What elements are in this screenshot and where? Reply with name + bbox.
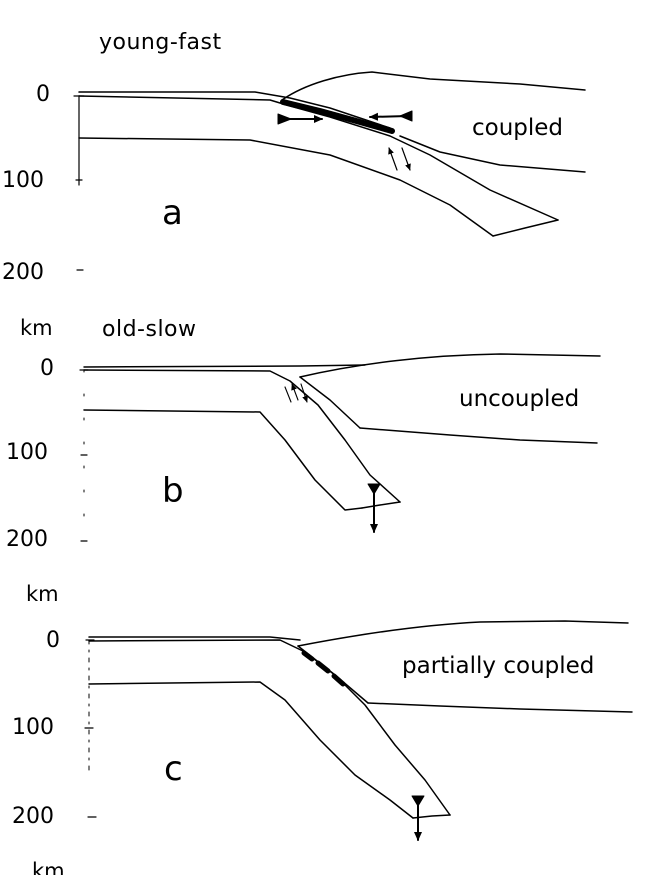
panel-c-depth-unit: km — [32, 859, 65, 875]
panel-b-slab-tip — [361, 501, 401, 509]
panel-b-wedge-line — [299, 376, 361, 429]
panel-c-overriding-base — [367, 702, 633, 713]
panel-c-depth-0: 0 — [46, 628, 60, 653]
panel-c-interface-patch-2 — [315, 660, 331, 674]
panel-b-fault-up — [291, 383, 299, 401]
panel-b-fault-down-head — [300, 383, 308, 403]
panel-a-slab-tip — [492, 219, 559, 237]
panel-a-depth-0: 0 — [36, 82, 50, 107]
panel-a-interface-thick — [280, 99, 395, 134]
panel-b-coupling-label: uncoupled — [459, 386, 580, 412]
panel-c-sinking-arrow-tail — [411, 795, 425, 807]
panel-b-depth-100: 100 — [6, 440, 48, 465]
panel-c-depth-100: 100 — [12, 715, 54, 740]
panel-c-oceanic-surface — [88, 636, 301, 641]
panel-a-section — [73, 71, 586, 271]
panel-b-sinking-arrow-tail — [367, 483, 381, 495]
panel-b-letter: b — [162, 471, 184, 511]
panel-a-depth-200: 200 — [2, 260, 44, 285]
panel-a-depth-unit: km — [20, 316, 53, 340]
panel-c-interface-patch-3 — [331, 673, 346, 687]
panel-b-oceanic-surface — [83, 364, 366, 368]
panel-c-letter: c — [164, 749, 183, 789]
panel-b-fault-down — [284, 386, 292, 403]
panel-a-slab-base — [78, 137, 494, 237]
panel-a-overriding-plate — [281, 71, 586, 101]
panel-b-depth-unit: km — [26, 582, 59, 606]
panel-b-depth-200: 200 — [6, 527, 48, 552]
panel-c-section — [84, 620, 633, 841]
panel-a-coupling-label: coupled — [472, 115, 564, 141]
panel-c-slab-base — [88, 681, 414, 819]
panel-a-letter: a — [162, 193, 183, 233]
panel-b-overriding-base — [359, 427, 598, 444]
panel-b-title: old-slow — [102, 317, 197, 342]
panel-b-section — [79, 353, 601, 542]
panel-c-depth-200: 200 — [12, 804, 54, 829]
panel-b-slab-base — [83, 409, 363, 511]
panel-a-arrow-ocean-tail — [277, 113, 292, 125]
panel-c-interface-patch-1 — [301, 650, 315, 662]
panel-a-slab-top — [78, 95, 559, 221]
panel-b-depth-0: 0 — [40, 356, 54, 381]
panel-a-fault-up — [388, 147, 398, 171]
panel-c-overriding-plate — [297, 620, 629, 647]
panel-a-arrow-upper-tail — [399, 110, 413, 122]
panel-a-depth-100: 100 — [2, 168, 44, 193]
panel-c-coupling-label: partially coupled — [402, 653, 595, 679]
panel-a-oceanic-surface — [78, 91, 391, 129]
panel-a-fault-down — [401, 147, 411, 171]
panel-b-overriding-plate — [299, 353, 601, 378]
panel-a-title: young-fast — [99, 30, 222, 55]
panel-c-slab-top — [88, 639, 451, 816]
panel-a-overriding-base — [399, 135, 586, 173]
panel-c-slab-tip — [412, 814, 451, 819]
panel-b-slab-top — [83, 369, 401, 503]
